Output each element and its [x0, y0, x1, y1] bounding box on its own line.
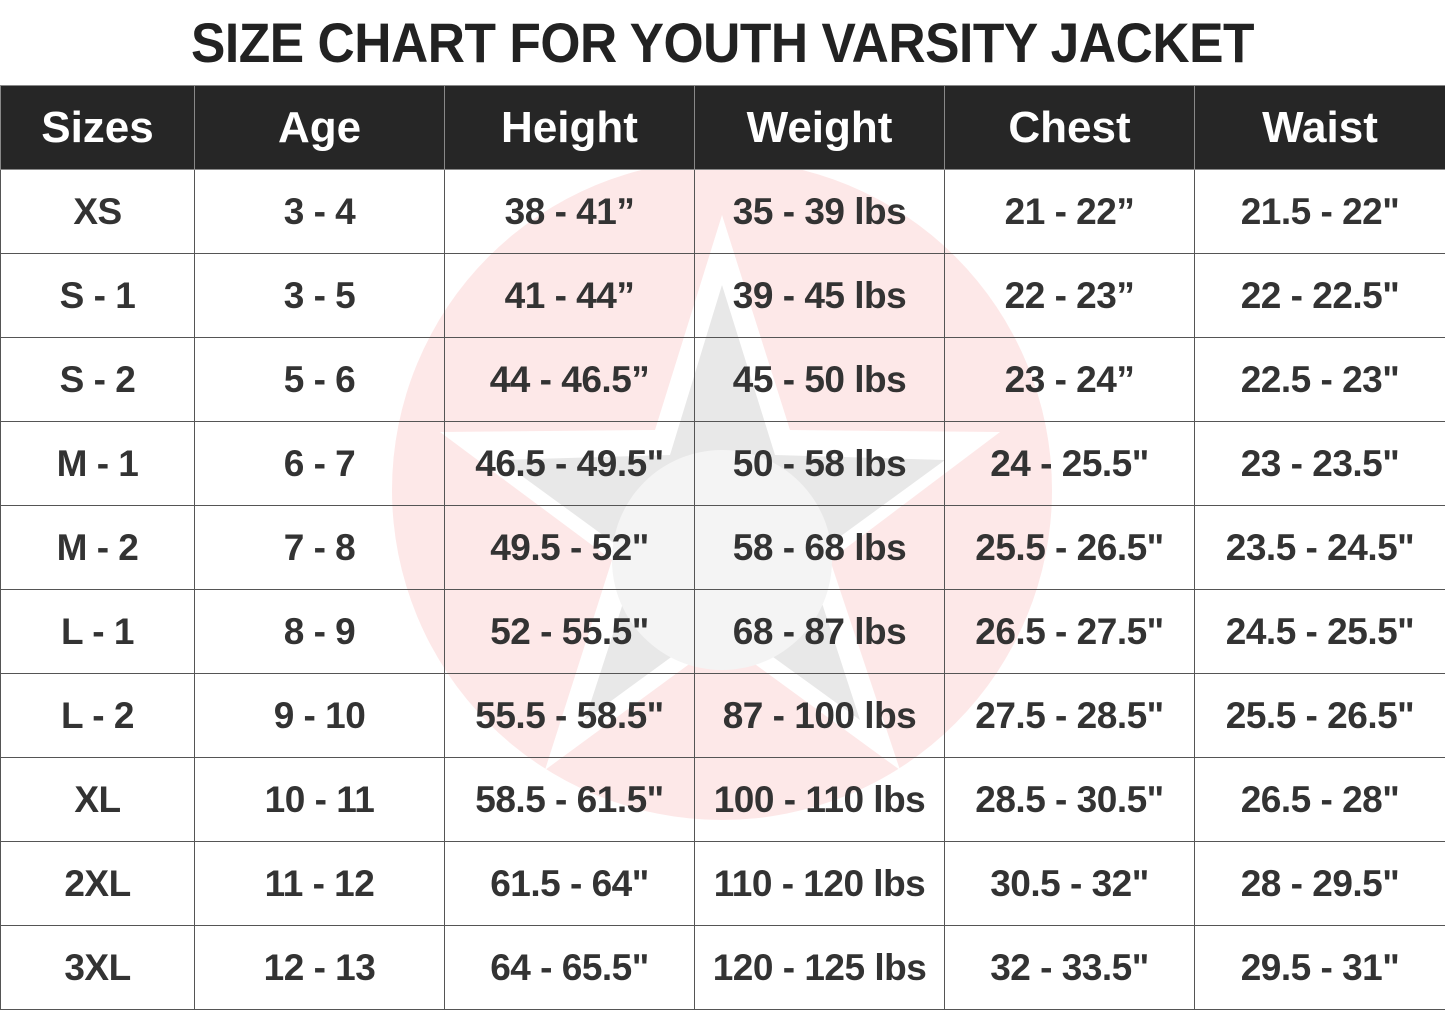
cell-height: 52 - 55.5": [444, 589, 695, 674]
cell-waist: 22.5 - 23": [1194, 337, 1445, 422]
cell-height: 55.5 - 58.5": [444, 673, 695, 758]
table-row: XL 10 - 11 58.5 - 61.5" 100 - 110 lbs 28.5 -…: [0, 757, 1445, 842]
cell-age: 12 - 13: [194, 925, 445, 1010]
cell-height: 44 - 46.5”: [444, 337, 695, 422]
cell-sizes: XS: [0, 169, 195, 254]
cell-weight: 68 - 87 lbs: [694, 589, 945, 674]
cell-chest: 23 - 24”: [944, 337, 1195, 422]
cell-waist: 24.5 - 25.5": [1194, 589, 1445, 674]
cell-chest: 25.5 - 26.5": [944, 505, 1195, 590]
column-header-weight: Weight: [694, 85, 945, 170]
column-header-height: Height: [444, 85, 695, 170]
cell-height: 46.5 - 49.5": [444, 421, 695, 506]
cell-waist: 21.5 - 22": [1194, 169, 1445, 254]
cell-waist: 23 - 23.5": [1194, 421, 1445, 506]
cell-sizes: 3XL: [0, 925, 195, 1010]
cell-waist: 29.5 - 31": [1194, 925, 1445, 1010]
cell-chest: 24 - 25.5": [944, 421, 1195, 506]
cell-sizes: S - 1: [0, 253, 195, 338]
page-title: SIZE CHART FOR YOUTH VARSITY JACKET: [190, 11, 1255, 74]
cell-age: 7 - 8: [194, 505, 445, 590]
cell-weight: 50 - 58 lbs: [694, 421, 945, 506]
header-row: Sizes Age Height Weight Chest Waist: [0, 85, 1445, 170]
cell-chest: 21 - 22”: [944, 169, 1195, 254]
cell-waist: 22 - 22.5": [1194, 253, 1445, 338]
cell-weight: 120 - 125 lbs: [694, 925, 945, 1010]
cell-weight: 39 - 45 lbs: [694, 253, 945, 338]
cell-weight: 110 - 120 lbs: [694, 841, 945, 926]
cell-height: 41 - 44”: [444, 253, 695, 338]
cell-sizes: L - 1: [0, 589, 195, 674]
cell-age: 5 - 6: [194, 337, 445, 422]
cell-chest: 22 - 23”: [944, 253, 1195, 338]
cell-weight: 35 - 39 lbs: [694, 169, 945, 254]
cell-height: 38 - 41”: [444, 169, 695, 254]
size-chart-table: Sizes Age Height Weight Chest Waist XS 3 - 4 38…: [0, 85, 1445, 1010]
cell-weight: 100 - 110 lbs: [694, 757, 945, 842]
cell-age: 6 - 7: [194, 421, 445, 506]
cell-chest: 30.5 - 32": [944, 841, 1195, 926]
cell-sizes: M - 1: [0, 421, 195, 506]
column-header-sizes: Sizes: [0, 85, 195, 170]
table-row: 2XL 11 - 12 61.5 - 64" 110 - 120 lbs 30.5 - …: [0, 841, 1445, 926]
cell-sizes: M - 2: [0, 505, 195, 590]
cell-weight: 58 - 68 lbs: [694, 505, 945, 590]
cell-height: 58.5 - 61.5": [444, 757, 695, 842]
cell-sizes: XL: [0, 757, 195, 842]
cell-sizes: L - 2: [0, 673, 195, 758]
cell-age: 9 - 10: [194, 673, 445, 758]
cell-height: 61.5 - 64": [444, 841, 695, 926]
cell-age: 3 - 4: [194, 169, 445, 254]
cell-waist: 28 - 29.5": [1194, 841, 1445, 926]
cell-waist: 25.5 - 26.5": [1194, 673, 1445, 758]
cell-weight: 87 - 100 lbs: [694, 673, 945, 758]
cell-sizes: S - 2: [0, 337, 195, 422]
cell-chest: 32 - 33.5": [944, 925, 1195, 1010]
cell-age: 8 - 9: [194, 589, 445, 674]
cell-chest: 27.5 - 28.5": [944, 673, 1195, 758]
cell-height: 49.5 - 52": [444, 505, 695, 590]
table-row: 3XL 12 - 13 64 - 65.5" 120 - 125 lbs 32 - 33…: [0, 925, 1445, 1010]
cell-age: 11 - 12: [194, 841, 445, 926]
cell-chest: 28.5 - 30.5": [944, 757, 1195, 842]
column-header-waist: Waist: [1194, 85, 1445, 170]
cell-waist: 23.5 - 24.5": [1194, 505, 1445, 590]
table-row: XS 3 - 4 38 - 41” 35 - 39 lbs 21 - 22” 21.5 -…: [0, 169, 1445, 254]
cell-age: 10 - 11: [194, 757, 445, 842]
cell-chest: 26.5 - 27.5": [944, 589, 1195, 674]
cell-height: 64 - 65.5": [444, 925, 695, 1010]
cell-age: 3 - 5: [194, 253, 445, 338]
cell-sizes: 2XL: [0, 841, 195, 926]
cell-waist: 26.5 - 28": [1194, 757, 1445, 842]
column-header-chest: Chest: [944, 85, 1195, 170]
column-header-age: Age: [194, 85, 445, 170]
cell-weight: 45 - 50 lbs: [694, 337, 945, 422]
